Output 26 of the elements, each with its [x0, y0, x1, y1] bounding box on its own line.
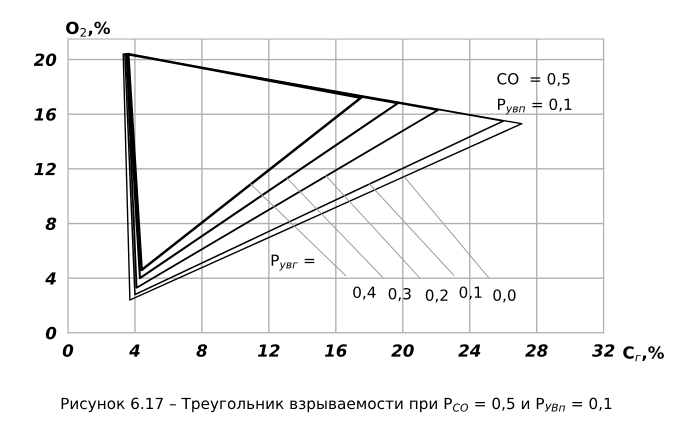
- annotation: CO = 0,5: [497, 73, 570, 86]
- x-tick-label: 4: [129, 344, 140, 357]
- y-tick-label: 4: [45, 272, 56, 285]
- annotation: 0,1: [460, 286, 482, 300]
- y-tick-label: 20: [34, 53, 56, 66]
- y-tick-label: 16: [34, 108, 56, 121]
- y-tick-label: 0: [46, 326, 56, 340]
- annotation: 0,2: [426, 289, 448, 302]
- x-tick-label: 20: [391, 344, 414, 357]
- annotation: 0,4: [353, 286, 376, 300]
- x-tick-label: 0: [62, 344, 74, 357]
- annotation: 0,3: [388, 288, 411, 302]
- annotation: P$_{увп}$ = 0,1: [498, 98, 572, 115]
- x-tick-label: 32: [592, 344, 614, 357]
- x-axis-title: C$_{г}$,%: [623, 346, 664, 362]
- annotation: 0,0: [493, 289, 516, 302]
- y-tick-label: 8: [46, 217, 56, 230]
- y-tick-label: 12: [34, 162, 56, 176]
- x-tick-label: 12: [258, 344, 280, 357]
- y-axis-title: O$_{2}$,%: [66, 22, 110, 37]
- x-tick-label: 24: [458, 344, 480, 357]
- x-tick-label: 16: [324, 344, 347, 357]
- x-tick-label: 28: [525, 344, 548, 357]
- annotation: P$_{увг}$ =: [272, 254, 314, 271]
- text: Рисунок 6.17 – Треугольник взрываемости при P$_{CO}$ = 0,5 и P$_{УВп}$ = 0,1: [62, 398, 612, 412]
- x-tick-label: 8: [196, 344, 208, 357]
